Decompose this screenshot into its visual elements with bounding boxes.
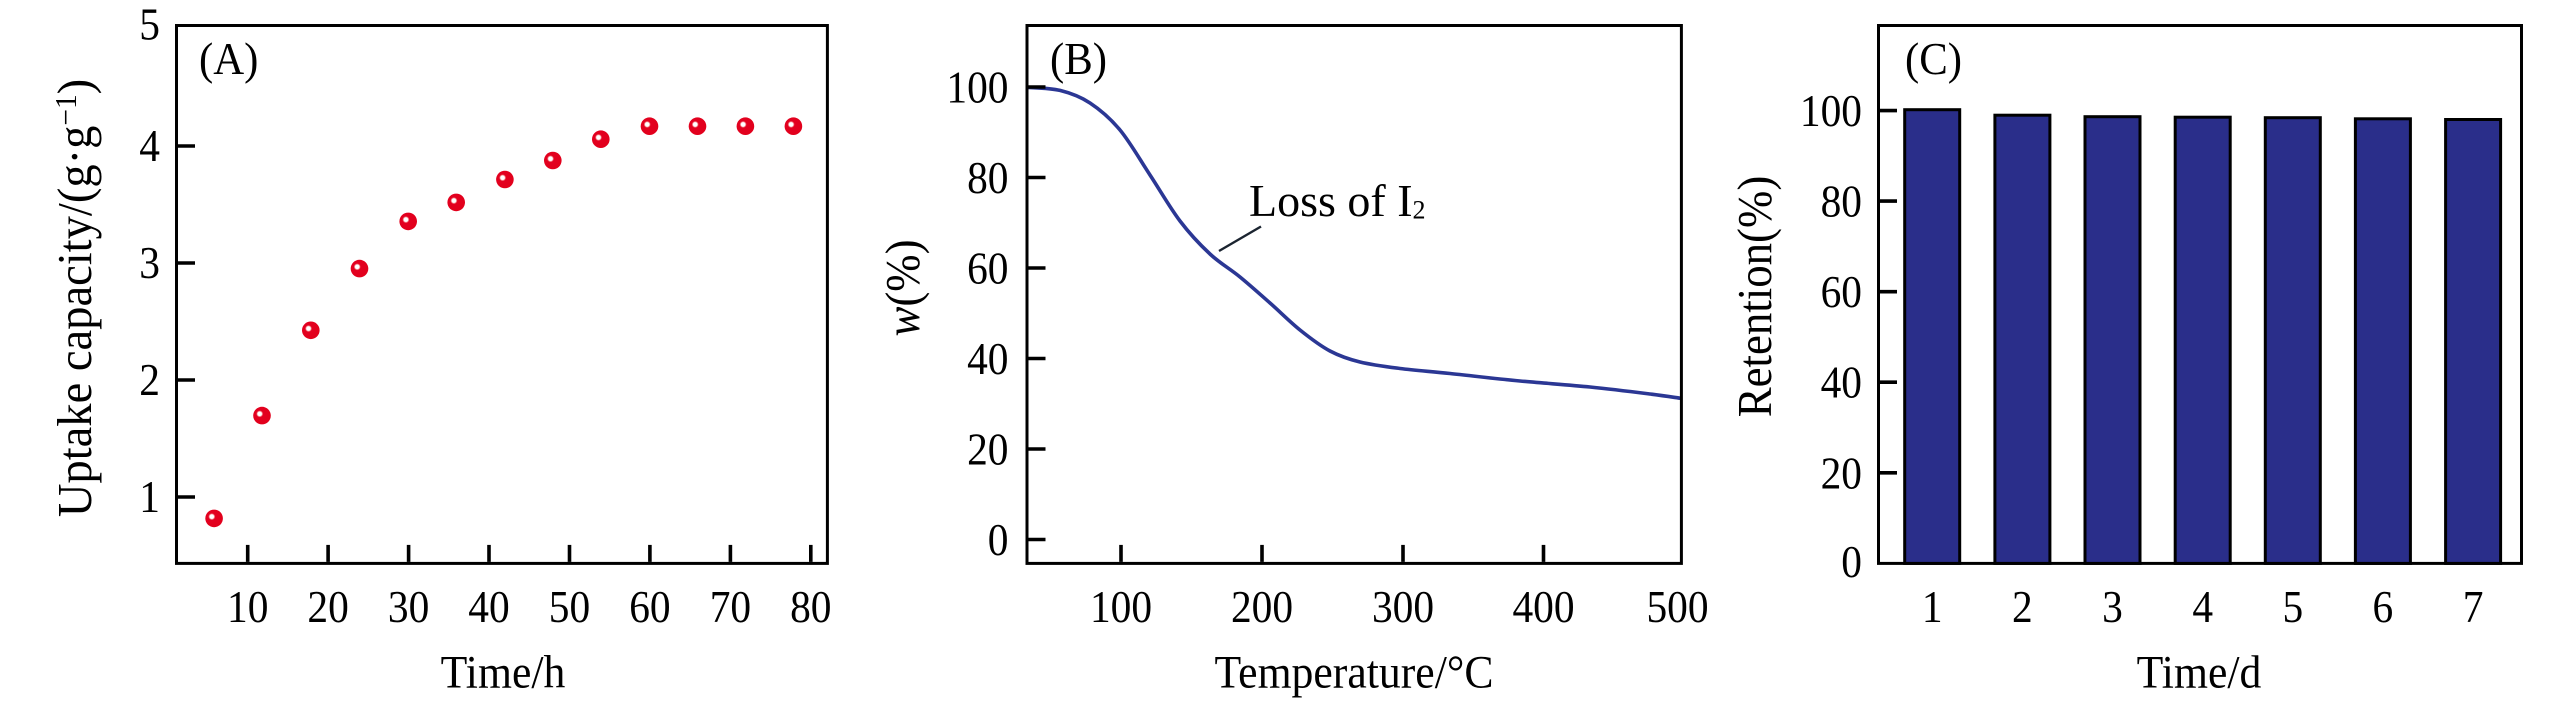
svg-text:Uptake capacity/(g·g−1): Uptake capacity/(g·g−1) (48, 79, 102, 517)
svg-text:4: 4 (139, 121, 160, 171)
svg-text:0: 0 (1841, 537, 1862, 587)
svg-text:70: 70 (710, 582, 751, 632)
svg-text:100: 100 (946, 63, 1008, 113)
svg-text:60: 60 (629, 582, 670, 632)
svg-text:80: 80 (790, 582, 831, 632)
svg-text:Retention(%): Retention(%) (1728, 176, 1782, 417)
svg-text:(C): (C) (1905, 33, 1962, 85)
svg-text:(B): (B) (1050, 33, 1107, 85)
svg-text:0: 0 (988, 515, 1009, 565)
svg-text:3: 3 (2102, 582, 2123, 632)
svg-text:200: 200 (1231, 582, 1293, 632)
svg-text:60: 60 (967, 244, 1008, 294)
svg-text:20: 20 (1821, 448, 1862, 498)
svg-text:10: 10 (227, 582, 268, 632)
svg-text:Temperature/°C: Temperature/°C (1215, 646, 1494, 698)
svg-text:100: 100 (1800, 86, 1862, 136)
svg-text:40: 40 (967, 334, 1008, 384)
svg-text:60: 60 (1821, 267, 1862, 317)
svg-text:Loss of I2: Loss of I2 (1249, 175, 1426, 226)
svg-text:40: 40 (1821, 358, 1862, 408)
svg-text:5: 5 (139, 0, 160, 50)
svg-text:3: 3 (139, 238, 160, 288)
svg-text:400: 400 (1512, 582, 1574, 632)
svg-text:4: 4 (2192, 582, 2213, 632)
svg-text:20: 20 (967, 425, 1008, 475)
svg-text:(A): (A) (199, 33, 258, 85)
svg-text:7: 7 (2463, 582, 2484, 632)
svg-text:w(%): w(%) (876, 239, 930, 336)
svg-text:1: 1 (1922, 582, 1943, 632)
svg-text:50: 50 (549, 582, 590, 632)
svg-text:1: 1 (139, 472, 160, 522)
svg-text:300: 300 (1372, 582, 1434, 632)
svg-text:Time/h: Time/h (441, 646, 566, 698)
svg-text:2: 2 (2012, 582, 2033, 632)
svg-text:6: 6 (2373, 582, 2394, 632)
svg-text:30: 30 (388, 582, 429, 632)
svg-text:80: 80 (967, 153, 1008, 203)
svg-text:5: 5 (2282, 582, 2303, 632)
svg-text:2: 2 (139, 355, 160, 405)
svg-text:40: 40 (468, 582, 509, 632)
svg-text:100: 100 (1090, 582, 1152, 632)
svg-text:500: 500 (1646, 582, 1708, 632)
svg-text:20: 20 (307, 582, 348, 632)
svg-text:Time/d: Time/d (2137, 646, 2262, 698)
svg-text:80: 80 (1821, 177, 1862, 227)
